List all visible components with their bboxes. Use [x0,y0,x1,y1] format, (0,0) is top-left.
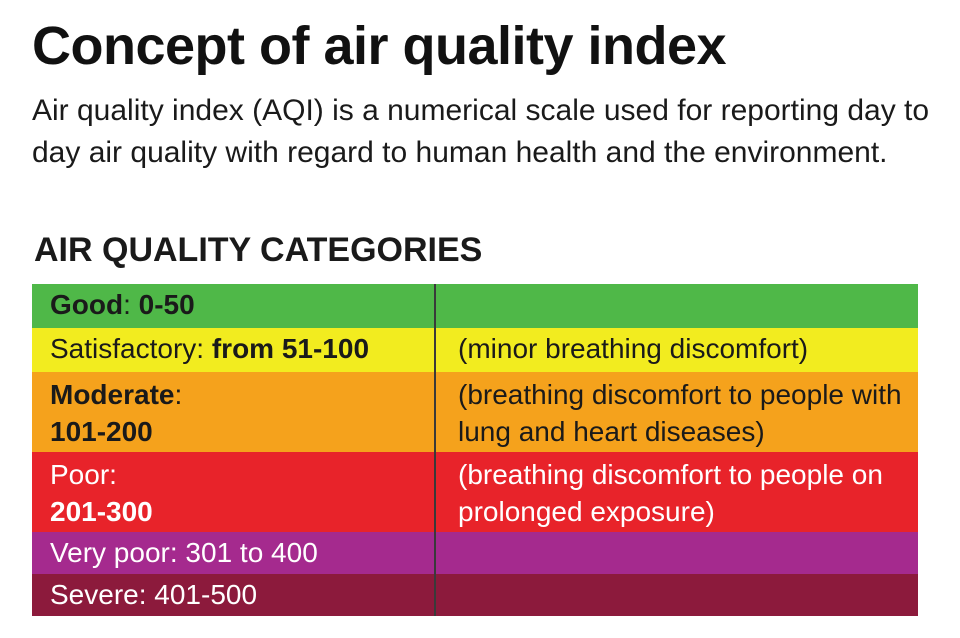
category-description [436,574,918,616]
category-row-good: Good: 0-50 [32,284,918,328]
intro-paragraph: Air quality index (AQI) is a numerical s… [32,94,930,169]
category-separator: : [174,379,183,410]
category-row-severe: Severe: 401-500 [32,574,918,616]
category-description: (breathing discomfort to people with lun… [458,379,902,447]
category-name: Good [50,289,124,320]
category-label-cell: Very poor: 301 to 400 [32,532,436,574]
aqi-categories-table: Good: 0-50 Satisfactory: from 51-100 (mi… [32,284,918,616]
category-row-satisfactory: Satisfactory: from 51-100 (minor breathi… [32,328,918,372]
category-range: from 51-100 [204,333,370,364]
category-description [436,284,918,328]
category-row-very-poor: Very poor: 301 to 400 [32,532,918,574]
category-separator: : [169,537,178,568]
categories-heading: AIR QUALITY CATEGORIES [34,231,483,269]
category-label-cell: Satisfactory: from 51-100 [32,328,436,372]
category-range: 0-50 [130,289,195,320]
category-row-poor: Poor: 201-300 (breathing discomfort to p… [32,452,918,532]
category-description [436,532,918,574]
category-name: Severe [50,579,139,610]
category-separator: : [196,333,205,364]
category-name: Satisfactory [50,333,197,364]
category-label-cell: Good: 0-50 [32,284,436,328]
category-name: Poor [50,459,110,490]
category-separator: : [123,289,131,320]
category-description: (breathing discomfort to people on prolo… [458,459,883,527]
category-row-moderate: Moderate: 101-200 (breathing discomfort … [32,372,918,452]
category-label-cell: Severe: 401-500 [32,574,436,616]
page-title: Concept of air quality index [32,16,727,76]
category-label-cell: Moderate: 101-200 [32,372,436,452]
category-description: (minor breathing discomfort) [458,333,809,364]
category-name: Very poor [50,537,170,568]
category-separator: : [138,579,147,610]
category-label-cell: Poor: 201-300 [32,452,436,532]
category-range: 401-500 [146,579,258,610]
category-range: 201-300 [50,496,153,527]
category-range: 101-200 [50,416,153,447]
category-separator: : [109,459,117,490]
category-range: 301 to 400 [177,537,318,568]
category-name: Moderate [50,379,175,410]
